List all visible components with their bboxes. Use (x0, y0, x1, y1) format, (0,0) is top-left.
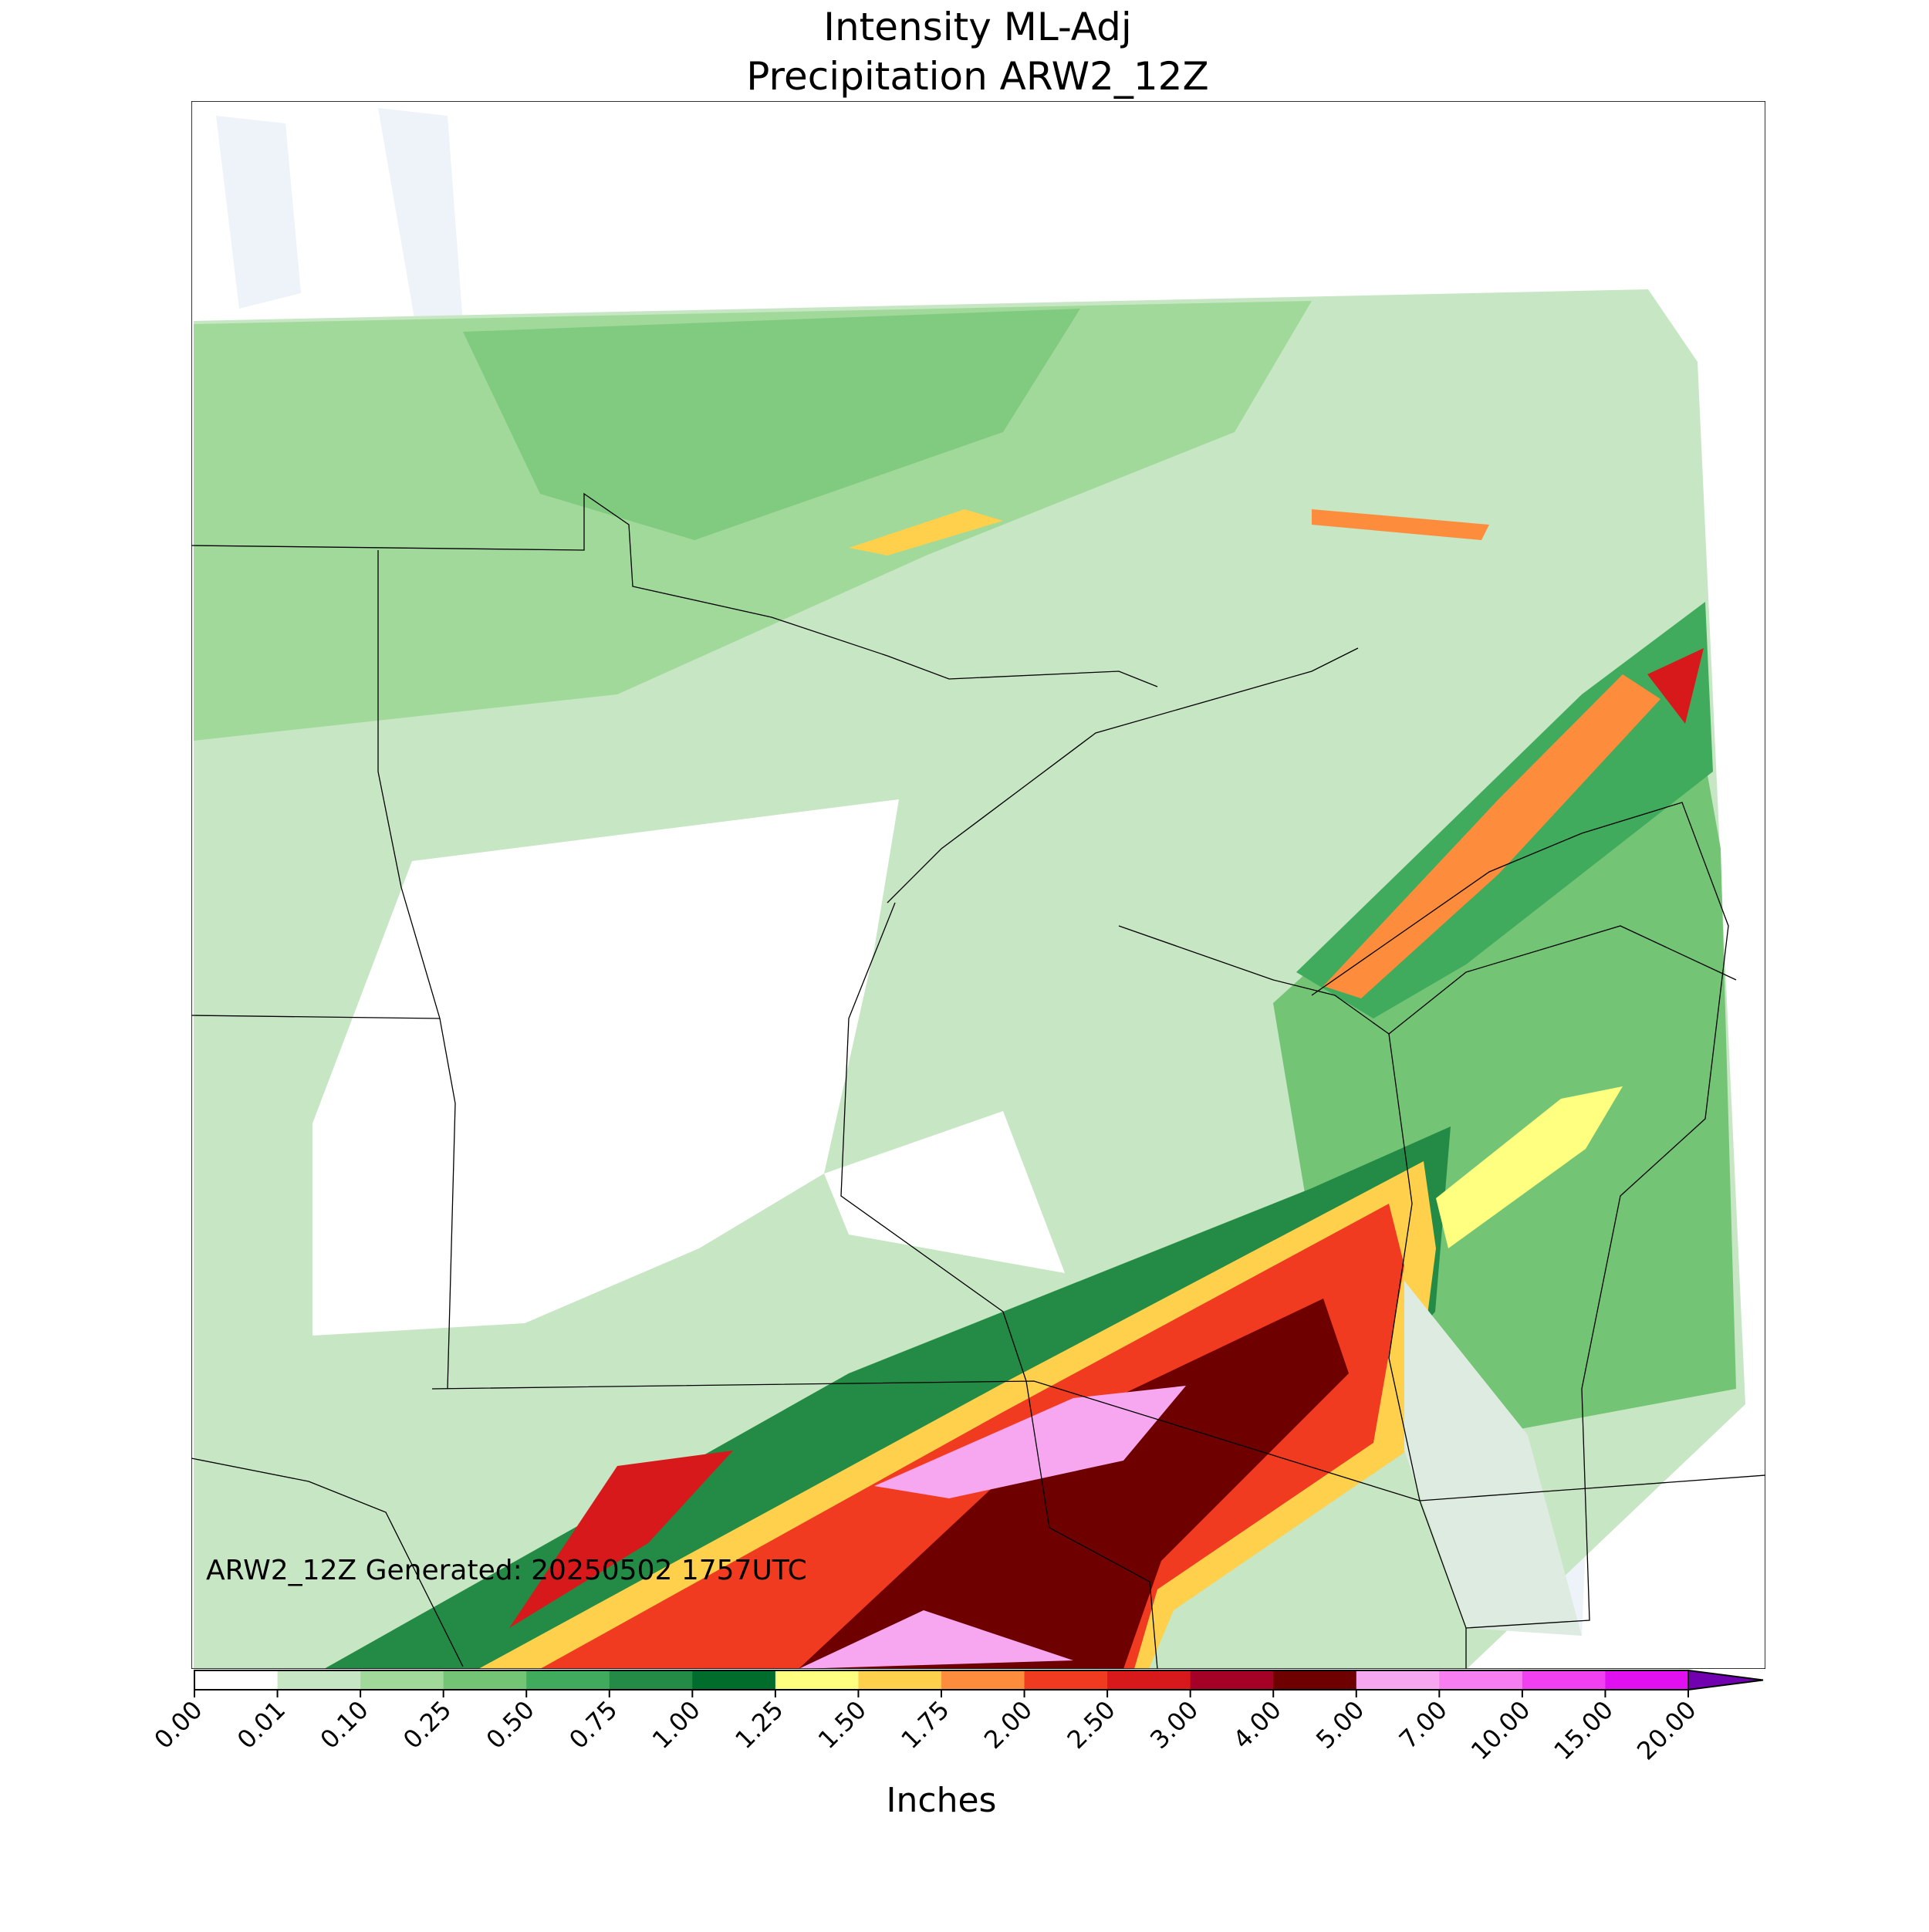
lake (1404, 1281, 1582, 1636)
colorbar-tick-label: 0.25 (397, 1695, 457, 1755)
map: ARW2_12Z Generated: 20250502 1757UTC (191, 101, 1765, 1669)
colorbar-band (692, 1670, 776, 1690)
precip-field (312, 799, 899, 1336)
colorbar-band (194, 1670, 279, 1690)
colorbar-tick-label: 1.25 (729, 1695, 789, 1755)
colorbar-label: Inches (887, 1781, 997, 1820)
precip-field (824, 1111, 1065, 1273)
colorbar-band (1522, 1670, 1606, 1690)
title-line: Precipitation ARW2_12Z (746, 54, 1208, 99)
colorbar-extension (1687, 1669, 1764, 1691)
colorbar-band (1605, 1670, 1689, 1690)
precip-field (509, 1451, 733, 1628)
precip-field (849, 509, 1003, 556)
colorbar-band (609, 1670, 693, 1690)
precip-field (874, 1386, 1186, 1498)
precip-field (1436, 1086, 1623, 1248)
colorbar-band (1356, 1670, 1440, 1690)
precip-field (540, 1204, 1404, 1669)
precip-field (1647, 648, 1704, 724)
colorbar-band (858, 1670, 942, 1690)
title-line: Intensity ML-Adj (823, 5, 1132, 49)
precip-field (194, 301, 1312, 741)
colorbar-tick-label: 15.00 (1548, 1695, 1619, 1766)
precip-field (799, 1610, 1073, 1669)
water (378, 108, 463, 332)
precip-field (799, 1299, 1349, 1669)
colorbar-tick-label: 4.00 (1228, 1695, 1287, 1755)
colorbar-tick-label: 1.75 (895, 1695, 954, 1755)
colorbar-tick-label: 5.00 (1310, 1695, 1370, 1755)
colorbar-tick-label: 0.75 (563, 1695, 623, 1755)
colorbar-tick-label: 10.00 (1465, 1695, 1536, 1766)
colorbar-tick-label: 0.10 (315, 1695, 374, 1755)
colorbar-tick-label: 0.00 (148, 1695, 208, 1755)
colorbar-tick-label: 1.00 (647, 1695, 706, 1755)
colorbar-band (1107, 1670, 1191, 1690)
colorbar-tick-label: 0.50 (481, 1695, 540, 1755)
colorbar-tick-label: 2.00 (978, 1695, 1038, 1755)
colorbar-band (277, 1670, 361, 1690)
colorbar-band (941, 1670, 1025, 1690)
colorbar-band (1190, 1670, 1274, 1690)
precip-field (463, 309, 1080, 540)
colorbar-band (1024, 1670, 1108, 1690)
colorbar-band (1439, 1670, 1523, 1690)
colorbar-band (1273, 1670, 1357, 1690)
colorbar-band (775, 1670, 859, 1690)
colorbar-tick-label: 1.50 (812, 1695, 872, 1755)
colorbar-tick-label: 7.00 (1394, 1695, 1453, 1755)
water (216, 116, 301, 309)
colorbar-band (443, 1670, 527, 1690)
colorbar-tick-label: 0.01 (231, 1695, 291, 1755)
colorbar-tick-label: 20.00 (1631, 1695, 1702, 1766)
colorbar: 0.00 0.01 0.10 0.25 0.50 0.75 1.00 1.25 1.50 1.75… (148, 1669, 1764, 1766)
colorbar-tick-label: 3.00 (1144, 1695, 1204, 1755)
annotation: ARW2_12Z Generated: 20250502 1757UTC (206, 1555, 807, 1586)
colorbar-band (360, 1670, 444, 1690)
precip-field (1312, 509, 1489, 540)
colorbar-band (526, 1670, 610, 1690)
precip-field (1323, 674, 1660, 998)
colorbar-tick-label: 2.50 (1062, 1695, 1121, 1755)
